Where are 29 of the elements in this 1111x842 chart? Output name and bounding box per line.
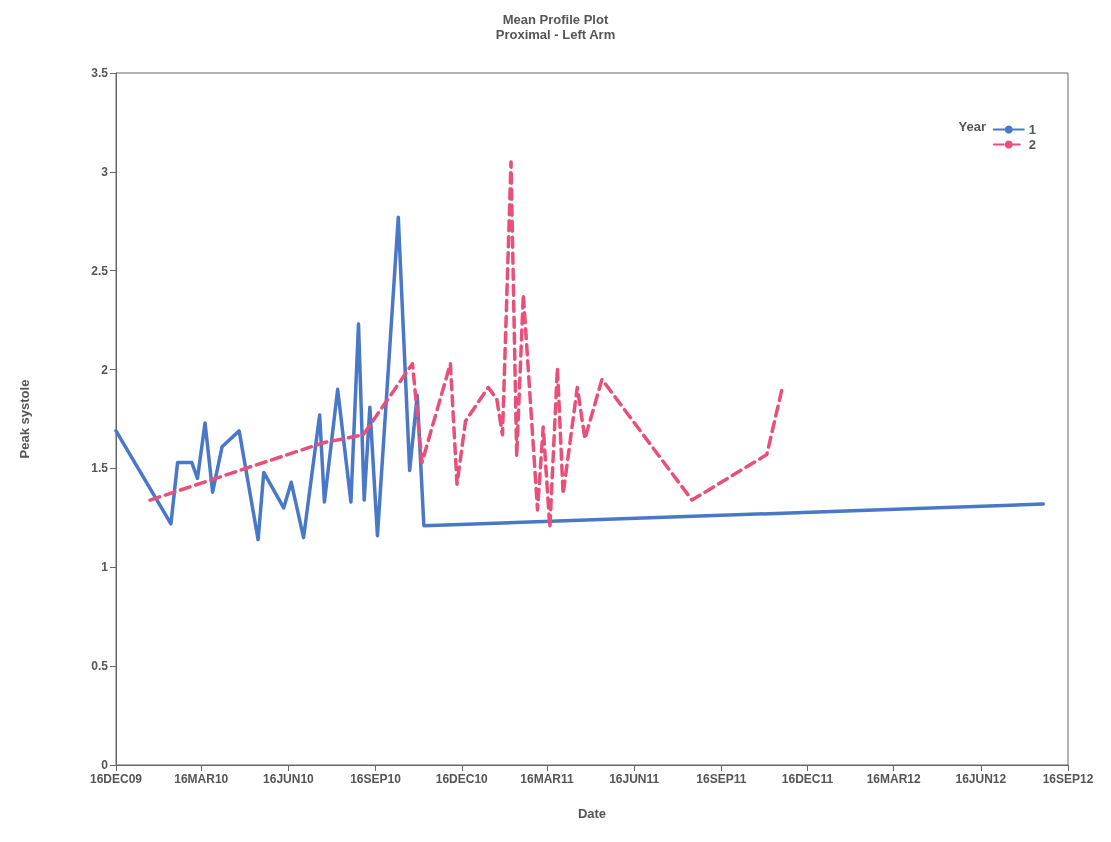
y-tick-label: 1 [101, 560, 109, 575]
y-tick-label: 3 [101, 164, 109, 179]
x-tick-label: 16DEC09 [89, 772, 143, 786]
y-tick-label: 0 [101, 758, 109, 772]
x-tick-label: 16MAR12 [866, 772, 922, 786]
x-tick-label: 16SEP11 [696, 772, 747, 786]
x-tick-label: 16DEC11 [781, 772, 834, 786]
legend-label: 1 [1028, 122, 1036, 137]
x-tick-label: 16MAR11 [520, 772, 575, 786]
legend-label: 2 [1028, 137, 1036, 152]
x-axis-title: Date [577, 806, 607, 821]
legend-title: Year [958, 119, 987, 134]
x-tick-label: 16JUN12 [955, 772, 1007, 786]
line-series [148, 160, 785, 530]
x-tick-label: 16SEP10 [350, 772, 402, 786]
y-tick-label: 2.5 [91, 263, 109, 278]
y-tick-label: 0.5 [91, 659, 109, 674]
line-series [114, 215, 1046, 542]
y-tick-label: 2 [101, 362, 109, 377]
y-axis-title: Peak systole [17, 379, 32, 459]
chart-subtitle: Proximal - Left Arm [495, 27, 616, 42]
x-tick-label: 16DEC10 [435, 772, 489, 786]
x-tick-label: 16JUN11 [609, 772, 660, 786]
x-tick-label: 16SEP12 [1042, 772, 1094, 786]
x-tick-label: 16JUN10 [263, 772, 315, 786]
y-tick-label: 1.5 [91, 461, 109, 476]
chart-title: Mean Profile Plot [502, 12, 609, 27]
x-tick-label: 16MAR10 [174, 772, 229, 786]
y-tick-label: 3.5 [91, 66, 109, 80]
